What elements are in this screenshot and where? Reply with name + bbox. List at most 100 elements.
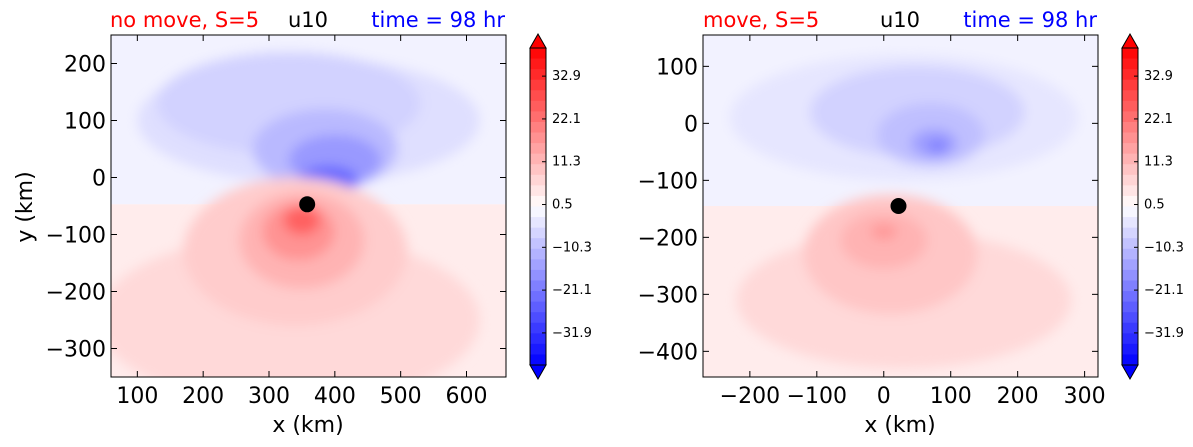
colorbar-level [530,174,546,186]
colorbar: 32.9 22.1 11.3 0.5 −10.3 −21.1 −31.9 [529,32,592,381]
colorbar-frame [529,47,547,366]
colorbar-level [530,322,546,334]
colorbar-level [1122,312,1138,324]
colorbar-level [530,354,546,366]
colorbar-level [530,301,546,313]
field-contour [870,223,898,240]
x-tick-label: 200 [182,384,224,409]
colorbar-extend-max [1121,32,1139,49]
y-tick-label: −400 [638,340,698,365]
x-tick-label: 600 [446,384,488,409]
colorbar-tick-label: −31.9 [552,326,592,341]
y-tick-label: −200 [638,226,698,251]
x-tick-label: 0 [877,384,891,409]
colorbar-level [1122,206,1138,218]
colorbar-level [1122,132,1138,144]
panel-title-right: time = 98 hr [963,8,1097,32]
colorbar-level [1122,343,1138,355]
colorbar-level [1122,111,1138,123]
panel-title-left: move, S=5 [703,8,819,32]
y-tick-label: 0 [684,112,698,137]
colorbar-tick-label: 0.5 [1144,198,1165,213]
y-tick-label: −300 [638,283,698,308]
colorbar-level [1122,280,1138,292]
colorbar-level [1122,195,1138,207]
colorbar: 32.9 22.1 11.3 0.5 −10.3 −21.1 −31.9 [1121,32,1184,381]
colorbar-tick-label: 22.1 [1144,112,1173,127]
colorbar-tick-label: 32.9 [552,69,581,84]
colorbar-level [530,312,546,324]
panel-title-right: time = 98 hr [371,8,505,32]
colorbar-tick-label: −31.9 [1144,326,1184,341]
panel-title-center: u10 [880,8,920,32]
x-axis-label: x (km) [272,413,343,438]
colorbar-level [530,164,546,176]
colorbar-level [1122,248,1138,260]
colorbar-level [530,291,546,303]
colorbar-level [1122,322,1138,334]
colorbar-level [530,333,546,345]
colorbar-level [530,259,546,271]
colorbar-level [530,132,546,144]
colorbar-level [1122,121,1138,134]
y-tick-label: −100 [46,224,106,249]
colorbar-extend-max [529,32,547,49]
colorbar-tick-label: −21.1 [552,283,592,298]
colorbar-level [530,343,546,355]
colorbar-frame [1121,47,1139,366]
field-contour [283,206,321,235]
colorbar-level [1122,69,1138,81]
panel-move: move, S=5 u10 time = 98 hr x (km) −200 −1… [638,8,1184,438]
colorbar-level [530,143,546,155]
colorbar-level [530,238,546,250]
panel-title-center: u10 [288,8,328,32]
colorbar-tick-label: 0.5 [552,198,573,213]
u10-field [111,35,506,377]
colorbar-level [530,48,546,60]
field-contour [927,140,947,152]
y-tick-label: 100 [64,110,106,135]
colorbar-level [530,90,546,102]
field-contour [840,211,928,269]
colorbar-extend-min [529,364,547,381]
colorbar-level [1122,143,1138,155]
plot-frame [702,34,1099,378]
colorbar-level [1122,153,1138,165]
y-tick-label: −300 [46,338,106,363]
colorbar-tick-label: −10.3 [552,240,592,255]
colorbar-level [1122,259,1138,271]
colorbar-level [1122,185,1138,197]
colorbar-level [1122,227,1138,239]
colorbar-level [530,185,546,197]
plot-frame [110,34,507,378]
colorbar-tick-label: 22.1 [552,112,581,127]
colorbar-level [1122,217,1138,229]
colorbar-extend-min [1121,364,1139,381]
colorbar-tick-label: 32.9 [1144,69,1173,84]
colorbar-level [1122,354,1138,366]
colorbar-level [1122,333,1138,345]
x-tick-label: 200 [997,384,1039,409]
colorbar-level [530,58,546,70]
colorbar-level [530,100,546,112]
colorbar-level [530,69,546,81]
colorbar-tick-label: −10.3 [1144,240,1184,255]
colorbar-level [1122,58,1138,70]
panel-no-move: no move, S=5 u10 time = 98 hr x (km) y (… [13,8,592,438]
colorbar-level [1122,164,1138,176]
x-tick-label: 100 [930,384,972,409]
x-tick-label: 300 [1064,384,1106,409]
y-tick-label: 100 [656,55,698,80]
colorbar-level [530,227,546,239]
colorbar-level [530,195,546,207]
x-tick-label: 100 [116,384,158,409]
y-tick-label: −200 [46,281,106,306]
x-tick-label: 400 [314,384,356,409]
colorbar-tick-label: 11.3 [1144,155,1173,170]
colorbar-tick-label: 11.3 [552,155,581,170]
y-tick-label: 0 [92,167,106,192]
colorbar-level [530,121,546,134]
colorbar-level [1122,100,1138,112]
x-axis-label: x (km) [864,413,935,438]
